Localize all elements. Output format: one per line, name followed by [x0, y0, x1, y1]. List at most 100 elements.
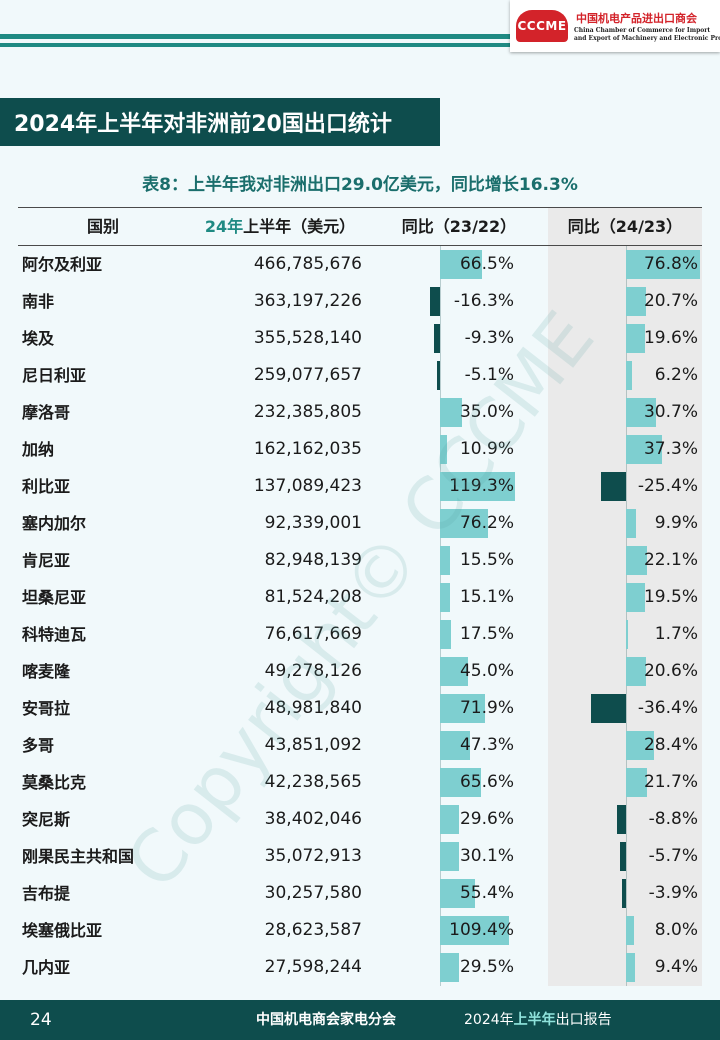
growth-24-23-value: 76.8%	[643, 254, 698, 274]
growth-24-23-value: -25.4%	[637, 476, 698, 496]
growth-23-22-value: 76.2%	[459, 513, 514, 533]
country-name: 吉布提	[22, 884, 71, 903]
table-row: 利比亚 137,089,423 119.3% -25.4%	[0, 468, 720, 505]
growth-23-22-value: 30.1%	[459, 846, 514, 866]
growth-24-23-value: 37.3%	[643, 439, 698, 459]
export-value: 232,385,805	[253, 402, 362, 422]
table-header-rule	[18, 245, 702, 246]
footer-report-year: 2024年	[464, 1012, 514, 1028]
growth-24-23-value: 30.7%	[643, 402, 698, 422]
growth-24-23-value: 20.6%	[643, 661, 698, 681]
growth-24-23-value: -3.9%	[648, 883, 698, 903]
header-growth-24-23: 同比（24/23）	[567, 217, 683, 236]
table-row: 安哥拉 48,981,840 71.9% -36.4%	[0, 690, 720, 727]
table-row: 吉布提 30,257,580 55.4% -3.9%	[0, 875, 720, 912]
growth-23-22-value: -9.3%	[464, 328, 514, 348]
growth-24-23-bar	[617, 805, 626, 834]
table-row: 摩洛哥 232,385,805 35.0% 30.7%	[0, 394, 720, 431]
country-name: 坦桑尼亚	[22, 588, 87, 607]
export-value: 363,197,226	[253, 291, 362, 311]
country-name: 多哥	[22, 736, 55, 755]
table-row: 南非 363,197,226 -16.3% 20.7%	[0, 283, 720, 320]
footer-report-name: 出口报告	[555, 1012, 612, 1028]
export-value: 466,785,676	[253, 254, 362, 274]
table-row: 突尼斯 38,402,046 29.6% -8.8%	[0, 801, 720, 838]
growth-24-23-bar	[590, 694, 626, 723]
growth-24-23-bar	[626, 916, 634, 945]
country-name: 利比亚	[22, 477, 71, 496]
country-name: 埃塞俄比亚	[22, 921, 103, 940]
country-name: 埃及	[22, 329, 55, 348]
country-name: 塞内加尔	[22, 514, 87, 533]
growth-24-23-value: -8.8%	[648, 809, 698, 829]
growth-23-22-value: 45.0%	[459, 661, 514, 681]
table-row: 埃塞俄比亚 28,623,587 109.4% 8.0%	[0, 912, 720, 949]
growth-24-23-bar	[620, 842, 626, 871]
country-name: 南非	[22, 292, 55, 311]
export-value: 27,598,244	[264, 957, 362, 977]
growth-23-22-value: 35.0%	[459, 402, 514, 422]
growth-23-22-bar	[440, 953, 459, 982]
country-name: 安哥拉	[22, 699, 71, 718]
growth-24-23-axis	[626, 246, 627, 986]
cccme-logo-letters: CCCME	[517, 19, 567, 33]
growth-23-22-bar	[440, 916, 509, 945]
growth-24-23-bar	[626, 250, 701, 279]
growth-23-22-bar	[429, 287, 440, 316]
table-row: 阿尔及利亚 466,785,676 66.5% 76.8%	[0, 246, 720, 283]
table-top-rule	[18, 207, 702, 208]
cccme-logo: CCCME 中国机电产品进出口商会 China Chamber of Comme…	[510, 0, 720, 52]
growth-24-23-value: -5.7%	[648, 846, 698, 866]
growth-23-22-value: 109.4%	[449, 920, 514, 940]
footer-report-title: 2024年上半年出口报告	[464, 1000, 612, 1040]
page-number: 24	[30, 1010, 52, 1030]
growth-24-23-value: 9.9%	[654, 513, 698, 533]
table-row: 塞内加尔 92,339,001 76.2% 9.9%	[0, 505, 720, 542]
growth-23-22-bar	[440, 546, 450, 575]
growth-23-22-value: 65.6%	[459, 772, 514, 792]
growth-23-22-axis	[440, 246, 441, 986]
country-name: 刚果民主共和国	[22, 847, 135, 866]
growth-24-23-value: 19.5%	[643, 587, 698, 607]
growth-23-22-value: -16.3%	[453, 291, 514, 311]
export-value: 162,162,035	[253, 439, 362, 459]
growth-23-22-value: 29.5%	[459, 957, 514, 977]
growth-23-22-value: 15.1%	[459, 587, 514, 607]
table-row: 尼日利亚 259,077,657 -5.1% 6.2%	[0, 357, 720, 394]
country-name: 科特迪瓦	[22, 625, 87, 644]
growth-23-22-bar	[436, 361, 440, 390]
growth-23-22-bar	[440, 768, 482, 797]
growth-23-22-value: 10.9%	[459, 439, 514, 459]
growth-24-23-value: 1.7%	[654, 624, 698, 644]
growth-24-23-bar	[626, 583, 645, 612]
growth-24-23-value: 20.7%	[643, 291, 698, 311]
growth-23-22-value: 66.5%	[459, 254, 514, 274]
growth-23-22-bar	[440, 657, 469, 686]
growth-23-22-bar	[440, 583, 450, 612]
growth-24-23-bar	[626, 731, 654, 760]
growth-24-23-value: 22.1%	[643, 550, 698, 570]
country-name: 突尼斯	[22, 810, 71, 829]
table-row: 坦桑尼亚 81,524,208 15.1% 19.5%	[0, 579, 720, 616]
growth-24-23-bar	[626, 435, 663, 464]
growth-24-23-bar	[626, 509, 636, 538]
table-row: 加纳 162,162,035 10.9% 37.3%	[0, 431, 720, 468]
table-row: 埃及 355,528,140 -9.3% 19.6%	[0, 320, 720, 357]
export-value: 28,623,587	[264, 920, 362, 940]
growth-23-22-value: 119.3%	[449, 476, 514, 496]
header-stripe-top	[0, 34, 512, 39]
growth-23-22-bar	[440, 620, 452, 649]
page-footer: 24 中国机电商会家电分会 2024年上半年出口报告	[0, 1000, 720, 1040]
country-name: 摩洛哥	[22, 403, 71, 422]
footer-report-period: 上半年	[513, 1012, 556, 1028]
growth-24-23-bar	[626, 287, 647, 316]
export-value: 35,072,913	[264, 846, 362, 866]
growth-23-22-value: 71.9%	[459, 698, 514, 718]
growth-24-23-bar	[626, 546, 648, 575]
logo-english-name: China Chamber of Commerce for Import and…	[574, 27, 720, 43]
logo-english-line-2: and Export of Machinery and Electronic P…	[574, 35, 720, 42]
export-value: 81,524,208	[264, 587, 362, 607]
table-row: 多哥 43,851,092 47.3% 28.4%	[0, 727, 720, 764]
growth-24-23-bar	[626, 361, 632, 390]
header-value-unit: 上半年（美元）	[243, 217, 356, 236]
